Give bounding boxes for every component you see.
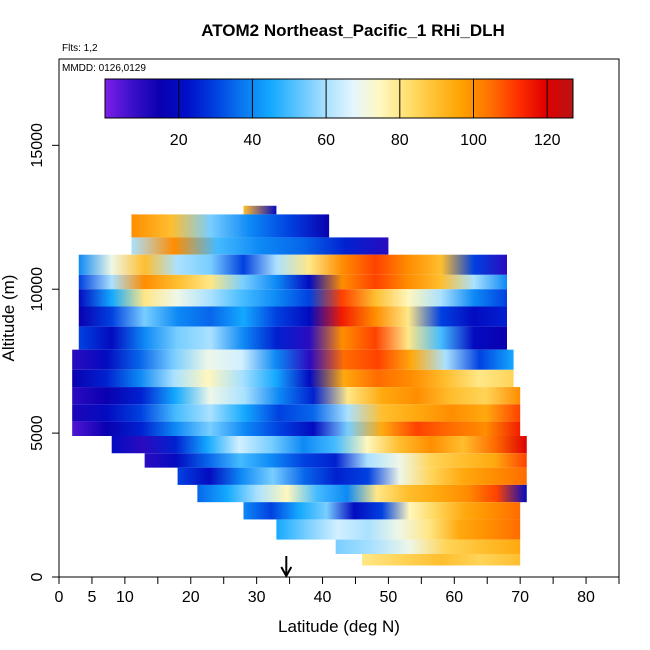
altitude-band: [72, 404, 521, 422]
altitude-band: [111, 435, 527, 454]
altitude-band: [131, 237, 389, 255]
x-tick-label: 80: [577, 589, 595, 606]
x-tick-label: 10: [116, 589, 134, 606]
altitude-band: [72, 349, 514, 370]
altitude-band: [335, 539, 521, 554]
y-axis-label: Altitude (m): [0, 275, 18, 362]
chart-title: ATOM2 Northeast_Pacific_1 RHi_DLH: [201, 21, 505, 40]
altitude-band: [144, 453, 527, 468]
altitude-band: [78, 289, 507, 307]
colorbar-tick-label: 20: [170, 132, 188, 149]
altitude-band: [131, 214, 330, 238]
x-tick-label: 20: [182, 589, 200, 606]
x-tick-label: 60: [445, 589, 463, 606]
colorbar-gradient: [104, 78, 574, 119]
x-tick-label: 40: [314, 589, 332, 606]
altitude-band: [243, 502, 521, 520]
x-tick-label: 5: [87, 589, 96, 606]
x-tick-label: 0: [55, 589, 64, 606]
altitude-band: [72, 421, 521, 436]
altitude-band: [78, 254, 507, 275]
x-axis: 0 5 10 20 30 40 50 60 70 80: [55, 577, 620, 606]
dates-note: MMDD: 0126,0129: [62, 63, 146, 74]
colorbar: 20 40 60 80 100 120: [104, 78, 574, 149]
plot-frame: [58, 58, 620, 578]
colorbar-tick-label: 40: [244, 132, 262, 149]
y-axis: 0 5000 10000 15000: [29, 123, 59, 581]
y-tick-label: 0: [29, 572, 46, 581]
altitude-band: [362, 553, 521, 566]
altitude-band: [177, 467, 527, 485]
colorbar-tick-label: 60: [317, 132, 335, 149]
altitude-band: [243, 205, 277, 215]
altitude-band: [72, 369, 514, 388]
y-tick-label: 10000: [29, 267, 46, 312]
heatmap-bands: [72, 205, 527, 566]
colorbar-tick-label: 80: [391, 132, 409, 149]
altitude-band: [78, 326, 507, 350]
y-tick-label: 5000: [29, 415, 46, 451]
altitude-band: [78, 306, 507, 327]
x-tick-label: 30: [248, 589, 266, 606]
arrow-head: [280, 566, 293, 579]
y-tick-label: 15000: [29, 123, 46, 168]
x-tick-label: 50: [380, 589, 398, 606]
altitude-band: [276, 519, 521, 540]
altitude-band: [78, 274, 507, 290]
altitude-band: [197, 484, 527, 503]
flights-note: Flts: 1,2: [62, 43, 98, 54]
colorbar-tick-label: 120: [534, 132, 561, 149]
x-axis-label: Latitude (deg N): [278, 617, 400, 636]
x-tick-label: 70: [511, 589, 529, 606]
colorbar-tick-label: 100: [460, 132, 487, 149]
altitude-band: [72, 387, 521, 405]
latitude-arrow-icon: [280, 556, 293, 579]
